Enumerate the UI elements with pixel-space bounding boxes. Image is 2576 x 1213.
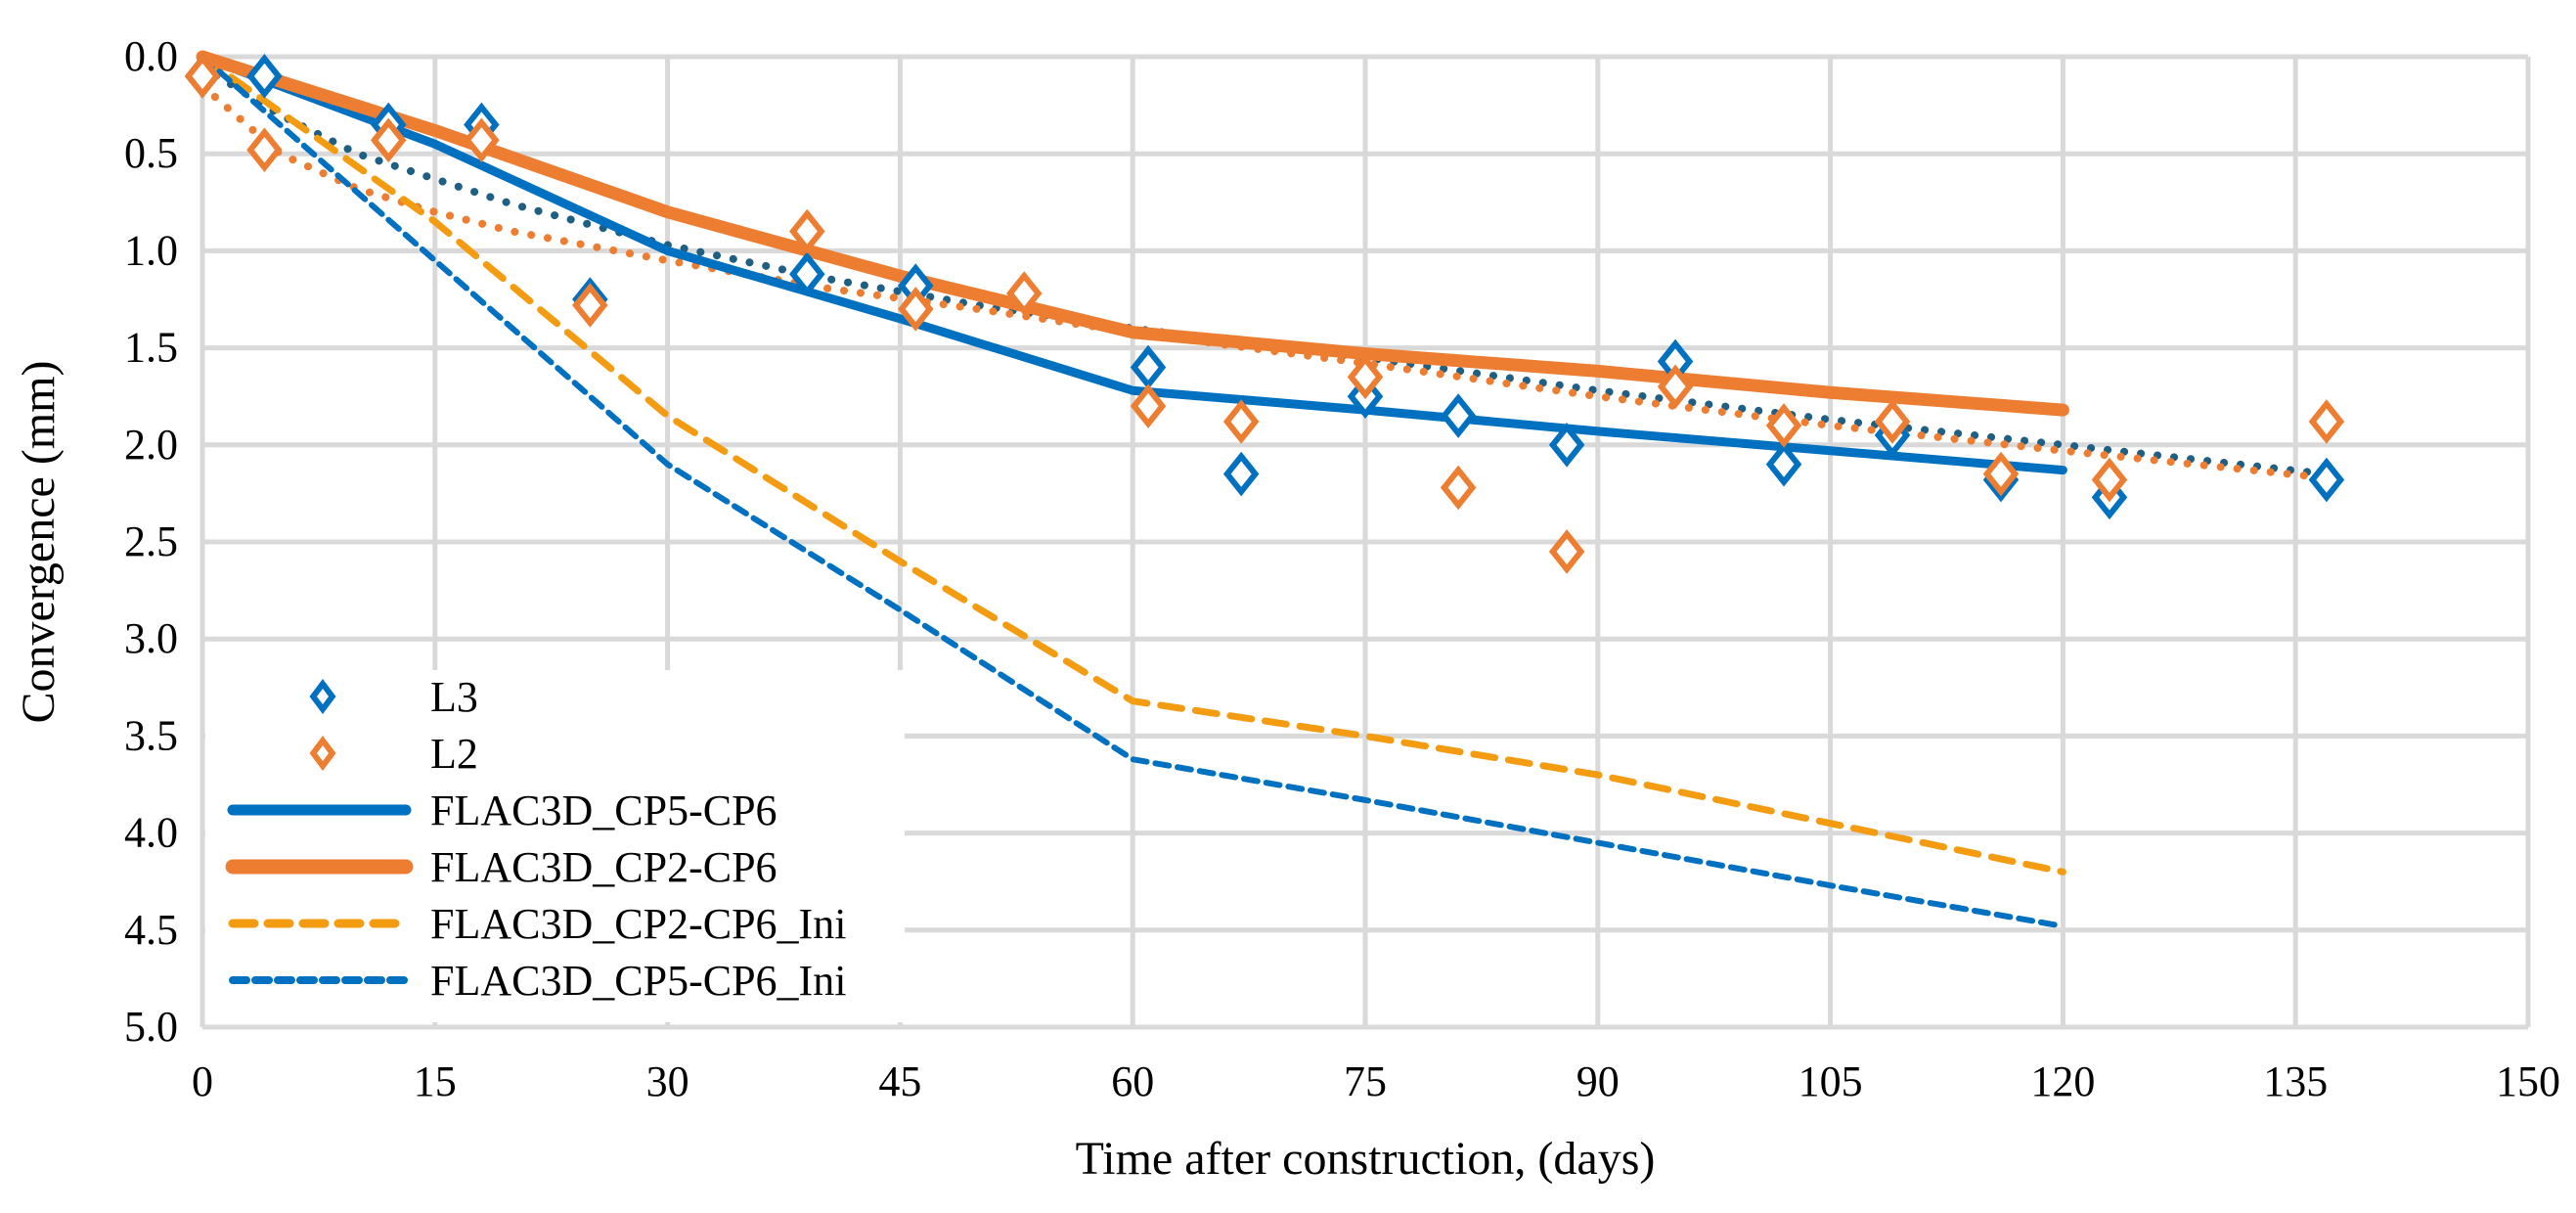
- point-l2: [1130, 383, 1167, 428]
- y-tick-label: 3.0: [124, 614, 178, 662]
- y-tick-label: 2.0: [124, 421, 178, 469]
- legend-marker: [309, 679, 336, 714]
- point-l3: [246, 54, 283, 99]
- legend-item-flac3d-cp2-cp6: FLAC3D_CP2-CP6: [225, 843, 777, 891]
- x-tick-label: 0: [192, 1057, 213, 1105]
- legend-label: FLAC3D_CP5-CP6: [430, 786, 777, 834]
- x-tick-label: 30: [646, 1057, 689, 1105]
- point-l2: [1548, 529, 1585, 574]
- point-l2: [246, 127, 283, 173]
- legend-label: FLAC3D_CP2-CP6: [430, 843, 777, 891]
- x-axis-ticks: 0 15 30 45 60 75 90 105 120 135 150: [192, 1057, 2560, 1105]
- y-axis-title: Convergence (mm): [13, 361, 65, 724]
- point-l2: [1765, 403, 1802, 448]
- point-l2: [184, 54, 221, 99]
- legend-label: L2: [430, 730, 478, 778]
- point-l3: [1222, 451, 1260, 497]
- legend-item-flac3d-cp5-cp6-ini: FLAC3D_CP5-CP6_Ini: [229, 957, 846, 1005]
- point-l2: [789, 208, 825, 254]
- legend: L3 L2 FLAC3D_CP5-CP6 FLAC3D_CP2-CP6 FLAC3D_C…: [205, 670, 905, 1022]
- legend-item-flac3d-cp5-cp6: FLAC3D_CP5-CP6: [227, 786, 777, 834]
- point-l2: [898, 287, 934, 332]
- line-flac3d-cp5-cp6-ini: [200, 54, 2066, 929]
- point-l3: [2308, 457, 2345, 503]
- y-axis-ticks: 0.0 0.5 1.0 1.5 2.0 2.5 3.0 3.5 4.0 4.5 5.0: [124, 32, 178, 1051]
- point-l2: [1347, 354, 1384, 400]
- point-l3: [1440, 393, 1477, 438]
- point-l3: [789, 251, 825, 297]
- legend-box: [205, 670, 905, 1022]
- x-axis-title: Time after construction, (days): [1076, 1133, 1656, 1185]
- x-tick-label: 150: [2496, 1057, 2560, 1105]
- y-tick-label: 3.5: [124, 711, 178, 759]
- point-l2: [1005, 271, 1043, 316]
- point-l2: [2308, 399, 2345, 444]
- point-l2: [572, 283, 608, 328]
- legend-label: FLAC3D_CP2-CP6_Ini: [430, 900, 846, 948]
- point-l2: [1982, 451, 2020, 497]
- point-l2: [1657, 364, 1694, 410]
- y-tick-label: 1.5: [124, 324, 178, 372]
- gridlines: [200, 54, 2531, 1030]
- x-tick-label: 90: [1577, 1057, 1620, 1105]
- legend-item-l3: L3: [309, 673, 478, 721]
- line-flac3d-cp2-cp6: [196, 50, 2069, 417]
- x-tick-label: 45: [878, 1057, 921, 1105]
- y-tick-label: 2.5: [124, 517, 178, 565]
- point-l2: [464, 117, 500, 163]
- y-tick-label: 4.5: [124, 906, 178, 954]
- point-l3: [1548, 422, 1585, 468]
- y-tick-label: 1.0: [124, 226, 178, 274]
- x-tick-label: 15: [414, 1057, 457, 1105]
- line-flac3d-cp2-cp6-ini: [199, 53, 2066, 876]
- point-l2: [1440, 465, 1477, 511]
- y-tick-label: 0.5: [124, 129, 178, 177]
- line-l3-trend: [199, 62, 2331, 478]
- legend-marker: [309, 736, 336, 771]
- legend-label: L3: [430, 673, 478, 721]
- line-l2-trend: [199, 81, 2331, 482]
- legend-item-l2: L2: [309, 730, 478, 778]
- x-tick-label: 105: [1799, 1057, 1863, 1105]
- y-tick-label: 4.0: [124, 809, 178, 857]
- line-flac3d-cp5-cp6: [198, 52, 2067, 475]
- legend-label: FLAC3D_CP5-CP6_Ini: [430, 957, 846, 1005]
- point-l2: [1874, 399, 1911, 444]
- y-tick-label: 0.0: [124, 32, 178, 80]
- x-tick-label: 75: [1344, 1057, 1387, 1105]
- legend-item-flac3d-cp2-cp6-ini: FLAC3D_CP2-CP6_Ini: [228, 900, 846, 948]
- point-l3: [1130, 344, 1167, 390]
- x-tick-label: 135: [2263, 1057, 2328, 1105]
- point-l2: [370, 117, 407, 163]
- point-l3: [1765, 441, 1802, 487]
- x-tick-label: 60: [1111, 1057, 1154, 1105]
- y-tick-label: 5.0: [124, 1003, 178, 1051]
- point-l2: [2091, 457, 2128, 503]
- series-layer: [184, 50, 2345, 929]
- series-l2: [184, 54, 2345, 574]
- x-tick-label: 120: [2030, 1057, 2095, 1105]
- point-l2: [1222, 399, 1260, 444]
